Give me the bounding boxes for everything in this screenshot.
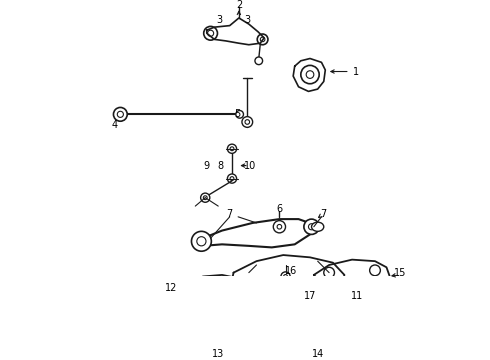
Text: 14: 14 — [312, 350, 324, 360]
Circle shape — [230, 147, 234, 150]
Text: 13: 13 — [212, 350, 224, 360]
Text: 9: 9 — [203, 161, 209, 171]
Polygon shape — [314, 260, 391, 292]
Circle shape — [200, 193, 210, 202]
Ellipse shape — [312, 222, 324, 231]
Text: 15: 15 — [394, 267, 406, 278]
Circle shape — [277, 224, 282, 229]
Text: 4: 4 — [112, 120, 118, 130]
Circle shape — [227, 144, 237, 153]
Circle shape — [304, 219, 319, 234]
Text: 5: 5 — [234, 109, 241, 119]
Text: 8: 8 — [218, 161, 223, 171]
Text: 2: 2 — [236, 0, 242, 10]
Text: 7: 7 — [320, 209, 327, 219]
Circle shape — [284, 275, 288, 278]
Polygon shape — [232, 255, 344, 301]
Circle shape — [260, 37, 265, 42]
Circle shape — [227, 174, 237, 183]
Polygon shape — [176, 275, 241, 309]
Circle shape — [255, 57, 263, 65]
Text: 3: 3 — [244, 15, 250, 25]
Text: 10: 10 — [244, 161, 256, 171]
Circle shape — [324, 267, 335, 278]
Circle shape — [257, 34, 268, 45]
Circle shape — [306, 71, 314, 78]
Circle shape — [208, 30, 214, 36]
Circle shape — [117, 111, 123, 117]
Circle shape — [309, 224, 315, 230]
Circle shape — [242, 117, 253, 127]
Polygon shape — [293, 59, 325, 91]
Circle shape — [301, 66, 319, 84]
Circle shape — [204, 26, 218, 40]
Polygon shape — [207, 18, 264, 45]
Text: 6: 6 — [276, 204, 282, 214]
Polygon shape — [196, 319, 260, 345]
Circle shape — [236, 111, 244, 118]
Text: 16: 16 — [285, 266, 297, 276]
Text: 12: 12 — [165, 283, 177, 293]
Text: 7: 7 — [226, 209, 233, 219]
Circle shape — [245, 120, 249, 124]
Text: 11: 11 — [351, 291, 364, 301]
Circle shape — [197, 237, 206, 246]
Text: 17: 17 — [304, 291, 316, 301]
Text: 1: 1 — [353, 67, 359, 77]
Circle shape — [203, 196, 207, 199]
Circle shape — [230, 177, 234, 180]
Circle shape — [369, 265, 380, 276]
Polygon shape — [199, 219, 314, 247]
Circle shape — [273, 221, 286, 233]
Circle shape — [192, 231, 211, 251]
Circle shape — [281, 272, 290, 281]
Text: 3: 3 — [217, 15, 223, 25]
Circle shape — [114, 107, 127, 121]
